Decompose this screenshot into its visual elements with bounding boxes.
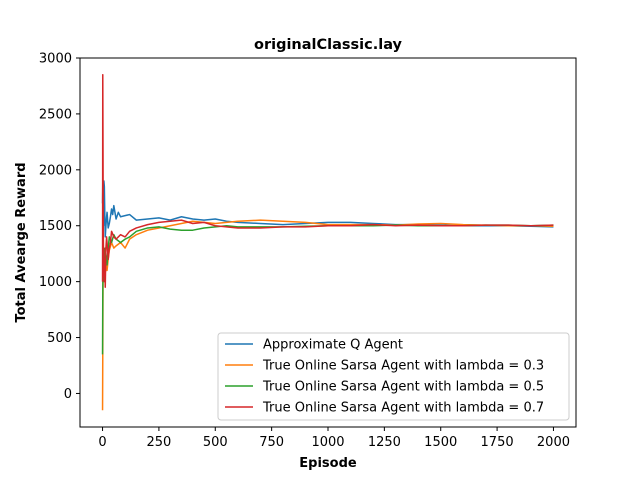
chart-title: originalClassic.lay: [254, 37, 403, 53]
x-tick-label: 0: [98, 435, 106, 450]
x-tick-label: 500: [203, 435, 228, 450]
y-tick-label: 2000: [39, 163, 72, 178]
x-tick-label: 1250: [368, 435, 401, 450]
x-tick-label: 250: [146, 435, 171, 450]
x-tick-label: 1000: [311, 435, 344, 450]
legend-label-3: True Online Sarsa Agent with lambda = 0.…: [262, 380, 544, 395]
legend: Approximate Q Agent True Online Sarsa Age…: [217, 332, 570, 421]
x-tick-label: 1750: [481, 435, 514, 450]
series-line-1: [101, 180, 554, 238]
legend-box: [217, 332, 570, 421]
legend-items: Approximate Q Agent True Online Sarsa Age…: [225, 338, 544, 416]
x-tick-label: 2000: [537, 435, 570, 450]
plot-lines: [101, 74, 554, 411]
legend-label-4: True Online Sarsa Agent with lambda = 0.…: [262, 401, 544, 416]
x-axis-label: Episode: [299, 456, 357, 471]
series-line-4: [101, 74, 554, 288]
x-axis-ticks: 0 250 500 750 1000 1250 1500 1750 2000: [98, 427, 570, 450]
y-tick-label: 1000: [39, 275, 72, 290]
x-tick-label: 750: [259, 435, 284, 450]
y-axis-ticks: 0 500 1000 1500 2000 2500 3000: [39, 52, 80, 402]
legend-label-2: True Online Sarsa Agent with lambda = 0.…: [262, 359, 544, 374]
y-axis-label: Total Avearge Reward: [14, 162, 29, 322]
y-tick-label: 1500: [39, 219, 72, 234]
legend-label-1: Approximate Q Agent: [263, 338, 403, 353]
y-tick-label: 500: [47, 331, 72, 346]
y-tick-label: 0: [64, 387, 72, 402]
y-tick-label: 2500: [39, 107, 72, 122]
x-tick-label: 1500: [424, 435, 457, 450]
y-tick-label: 3000: [39, 52, 72, 67]
